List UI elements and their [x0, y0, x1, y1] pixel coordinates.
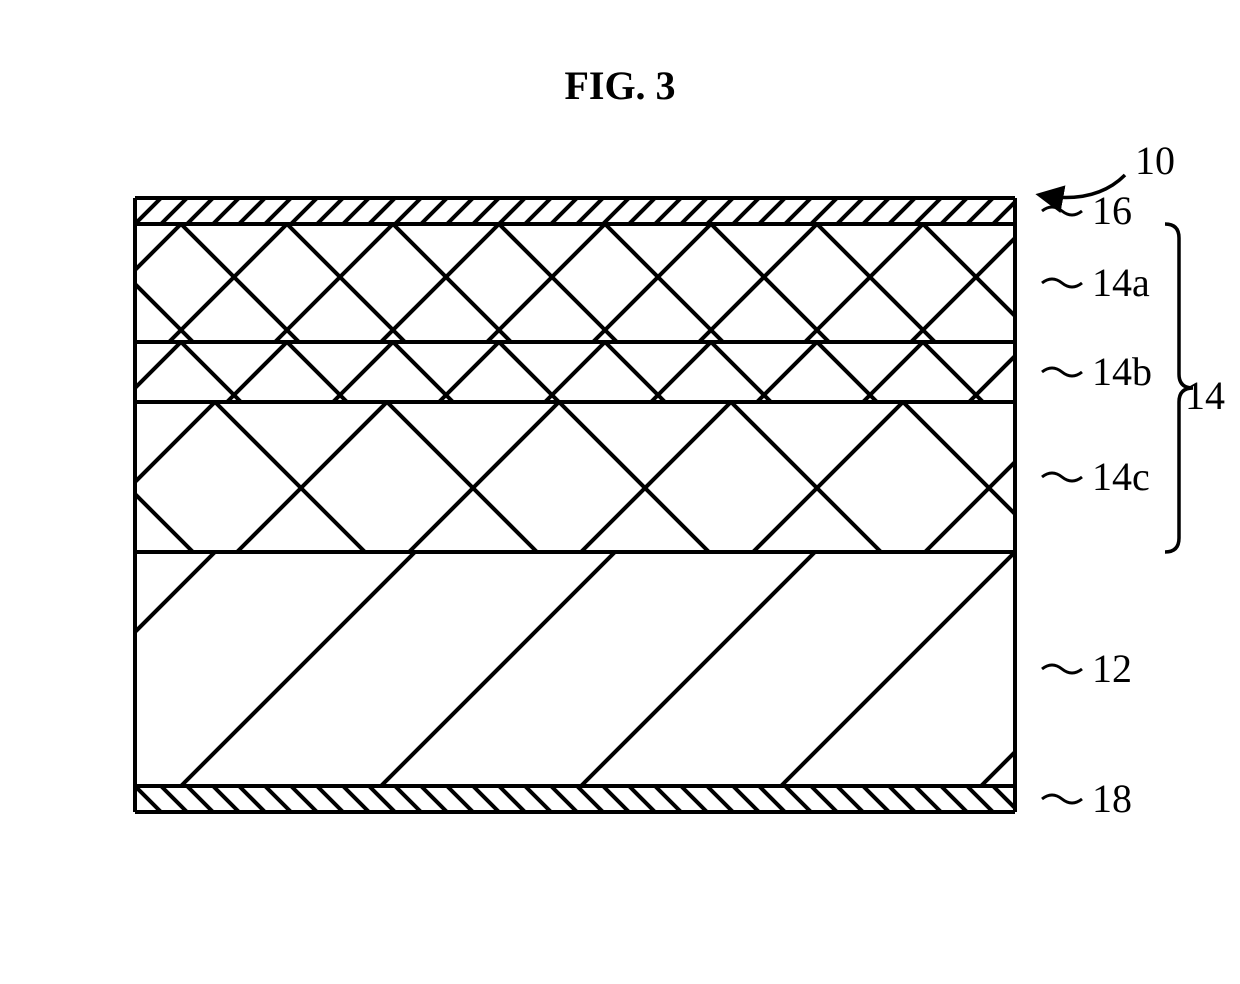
- label-14c: 14c: [1092, 454, 1150, 499]
- layer-12: [0, 552, 1240, 786]
- layer-16: [83, 198, 1045, 224]
- label-14-group: 14: [1185, 373, 1225, 418]
- figure-svg: FIG. 3 16 14a 14b 14c 12 18 14 10: [0, 0, 1240, 984]
- layers: [0, 198, 1240, 812]
- layer-14c: [0, 402, 1240, 552]
- label-14a: 14a: [1092, 260, 1150, 305]
- label-16: 16: [1092, 188, 1132, 233]
- layer-14a: [0, 224, 1240, 342]
- label-14b: 14b: [1092, 349, 1152, 394]
- layer-14b: [15, 342, 1195, 402]
- label-10: 10: [1135, 138, 1175, 183]
- label-12: 12: [1092, 646, 1132, 691]
- label-18: 18: [1092, 776, 1132, 821]
- figure-title: FIG. 3: [564, 63, 675, 108]
- layer-18: [83, 786, 1045, 812]
